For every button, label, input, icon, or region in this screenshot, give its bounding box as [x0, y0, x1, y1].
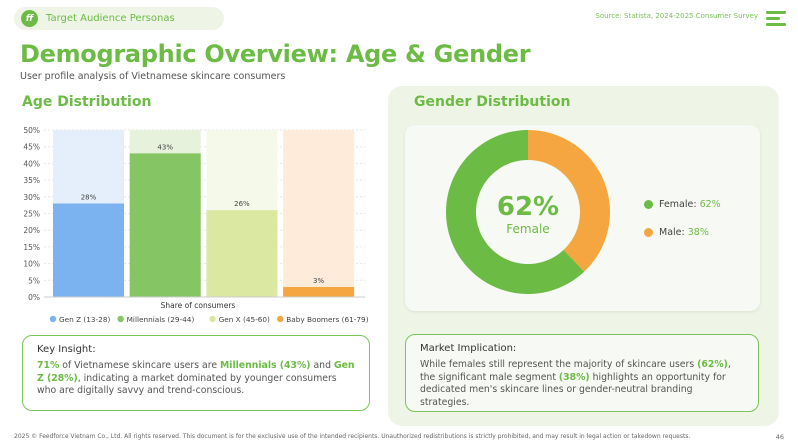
footer-copyright: 2025 © Feedforce Vietnam Co., Ltd. All r… [14, 433, 691, 440]
donut-slice-male[interactable] [528, 130, 610, 272]
y-tick-label: 0% [28, 293, 40, 302]
age-bar-chart: 0% 5% 10% 15% 20% 25% 30% 35% 40% 45% 50% 28% 43% 26%… [23, 126, 368, 324]
legend-swatch [49, 315, 57, 323]
bar-data-label: 26% [234, 200, 250, 208]
donut-center: 62% Female [478, 192, 578, 236]
legend-male-label: Male: [659, 227, 685, 238]
page-number: 46 [775, 433, 784, 441]
male-dot-icon [644, 228, 653, 237]
section-tag: ff Target Audience Personas [14, 7, 224, 30]
legend-label: Gen X (45-60) [219, 315, 270, 324]
y-tick-label: 30% [23, 193, 40, 202]
bar-data-label: 43% [157, 143, 173, 151]
legend-male: Male: 38% [644, 227, 709, 238]
key-insight-heading: Key Insight: [37, 344, 96, 355]
y-tick-label: 20% [23, 226, 40, 235]
brand-logo: ff [21, 10, 38, 27]
x-axis-label: Share of consumers [161, 301, 236, 310]
key-insight-text: 71% of Vietnamese skincare users are Mil… [37, 360, 355, 396]
y-tick-label: 5% [28, 276, 40, 285]
market-implication-text: While females still represent the majori… [420, 359, 731, 408]
section-tag-label: Target Audience Personas [46, 13, 175, 24]
y-tick-label: 45% [23, 143, 40, 152]
legend-female: Female: 62% [644, 199, 721, 210]
legend-label: Baby Boomers (61-79) [286, 315, 368, 324]
legend-swatch [209, 315, 216, 323]
y-tick-label: 35% [23, 176, 40, 185]
y-tick-label: 50% [23, 126, 40, 135]
bar-2[interactable] [206, 210, 278, 297]
legend-female-label: Female: [659, 199, 697, 210]
donut-slice-female[interactable] [445, 130, 585, 294]
donut-center-label: Female [506, 222, 550, 236]
page-subtitle: User profile analysis of Vietnamese skin… [20, 71, 286, 82]
y-tick-label: 15% [23, 243, 40, 252]
bar-0[interactable] [53, 203, 124, 297]
legend-label: Millennials (29-44) [127, 315, 195, 324]
market-implication-box: Market Implication: While females still … [405, 334, 759, 412]
key-insight-box: Key Insight: 71% of Vietnamese skincare … [22, 335, 370, 411]
menu-icon[interactable] [766, 11, 786, 29]
legend-swatch [117, 315, 124, 323]
y-tick-label: 25% [23, 210, 40, 219]
bar-data-label: 3% [313, 277, 324, 285]
bar-background [283, 130, 355, 297]
legend-label: Gen Z (13-28) [59, 315, 110, 324]
age-heading: Age Distribution [22, 94, 152, 110]
y-tick-label: 40% [23, 159, 40, 168]
legend-swatch [277, 315, 284, 323]
source-note: Source: Statista, 2024-2025 Consumer Sur… [595, 12, 758, 20]
bar-1[interactable] [129, 153, 201, 297]
page-title: Demographic Overview: Age & Gender [20, 40, 531, 68]
gender-donut-chart [445, 130, 610, 294]
market-implication-heading: Market Implication: [420, 343, 517, 354]
bar-3[interactable] [283, 286, 355, 297]
legend-female-value: 62% [699, 199, 721, 210]
female-dot-icon [644, 200, 653, 209]
donut-center-value: 62% [496, 192, 560, 222]
gender-heading: Gender Distribution [414, 94, 571, 110]
bar-data-label: 28% [81, 193, 97, 201]
legend-male-value: 38% [687, 227, 709, 238]
y-tick-label: 10% [23, 260, 40, 269]
